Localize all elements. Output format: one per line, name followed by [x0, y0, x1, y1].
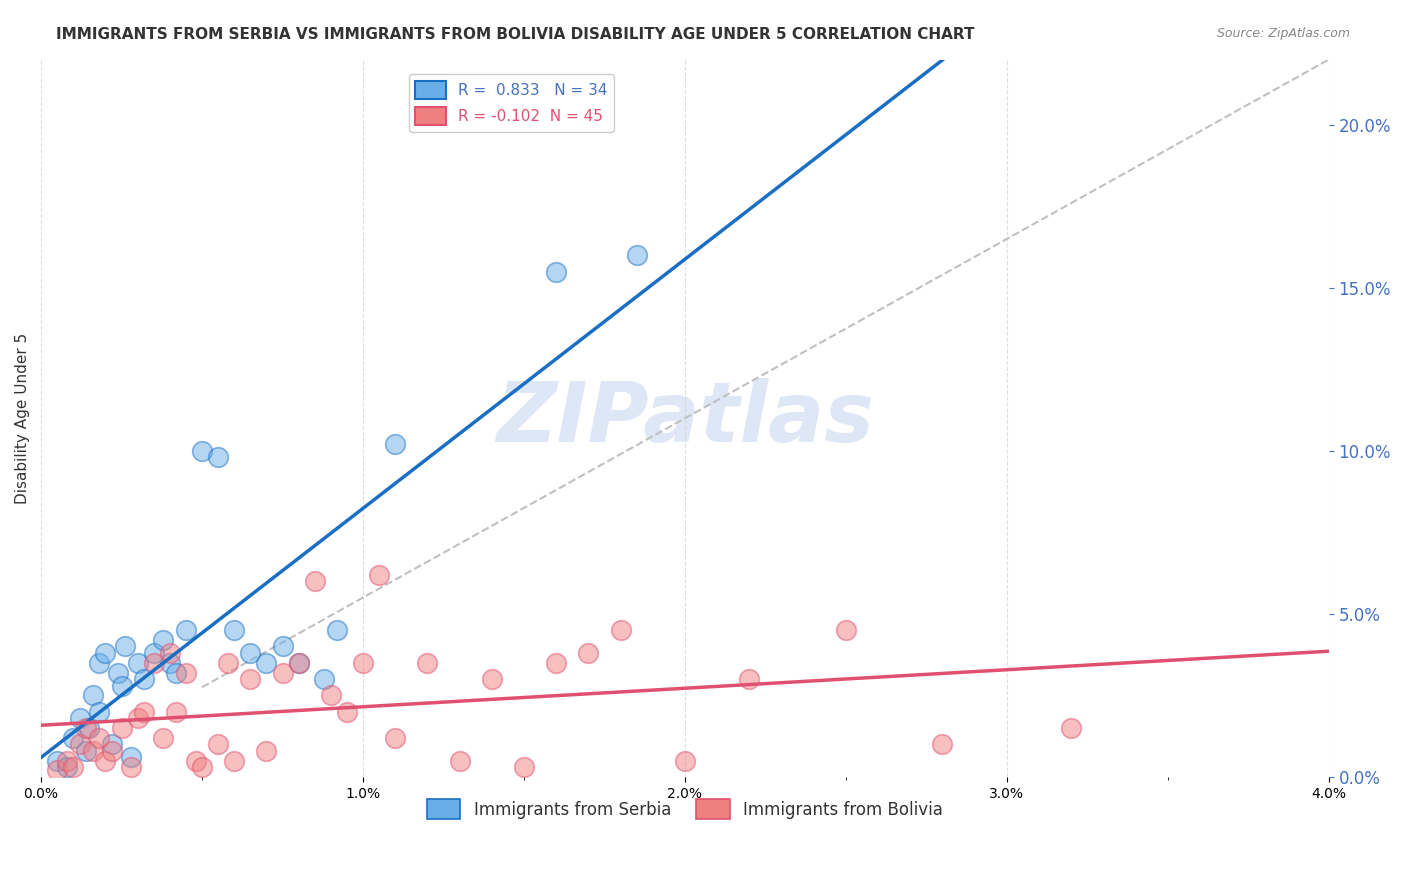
Point [75, 744, 97, 758]
Point [481, 672, 503, 686]
Point [368, 567, 391, 582]
Point [134, 672, 156, 686]
Point [114, 640, 136, 654]
Point [87, 731, 110, 745]
Y-axis label: Disability Age Under 5: Disability Age Under 5 [15, 333, 30, 504]
Point [165, 665, 187, 680]
Point [384, 437, 406, 451]
Point [152, 632, 174, 647]
Point [207, 450, 229, 465]
Point [174, 665, 197, 680]
Point [287, 656, 309, 670]
Point [256, 744, 278, 758]
Point [184, 754, 207, 768]
Point [62, 731, 84, 745]
Point [107, 665, 129, 680]
Point [352, 656, 374, 670]
Point [87, 656, 110, 670]
Point [609, 623, 631, 637]
Point [207, 737, 229, 751]
Point [69, 737, 91, 751]
Point [304, 574, 326, 589]
Point [191, 760, 214, 774]
Point [546, 656, 568, 670]
Point [82, 744, 104, 758]
Point [931, 737, 953, 751]
Point [110, 679, 132, 693]
Point [152, 731, 174, 745]
Point [191, 443, 214, 458]
Legend: Immigrants from Serbia, Immigrants from Bolivia: Immigrants from Serbia, Immigrants from … [420, 792, 949, 826]
Point [75, 721, 97, 735]
Point [384, 731, 406, 745]
Point [1060, 721, 1083, 735]
Point [449, 754, 471, 768]
Text: Source: ZipAtlas.com: Source: ZipAtlas.com [1216, 27, 1350, 40]
Point [120, 750, 142, 764]
Point [142, 646, 165, 660]
Point [416, 656, 439, 670]
Point [46, 754, 69, 768]
Point [120, 760, 142, 774]
Point [271, 665, 294, 680]
Point [127, 656, 149, 670]
Point [217, 656, 239, 670]
Point [159, 656, 181, 670]
Point [287, 656, 309, 670]
Point [224, 754, 246, 768]
Point [62, 760, 84, 774]
Point [239, 672, 262, 686]
Point [159, 646, 181, 660]
Point [94, 646, 117, 660]
Point [546, 264, 568, 278]
Point [101, 737, 124, 751]
Point [673, 754, 696, 768]
Text: ZIPatlas: ZIPatlas [496, 377, 875, 458]
Point [134, 705, 156, 719]
Point [239, 646, 262, 660]
Point [101, 744, 124, 758]
Point [314, 672, 336, 686]
Point [56, 754, 79, 768]
Point [513, 760, 536, 774]
Point [127, 711, 149, 725]
Point [94, 754, 117, 768]
Point [79, 721, 101, 735]
Point [174, 623, 197, 637]
Point [87, 705, 110, 719]
Point [165, 705, 187, 719]
Point [82, 689, 104, 703]
Point [142, 656, 165, 670]
Point [576, 646, 599, 660]
Point [46, 764, 69, 778]
Point [738, 672, 761, 686]
Point [626, 248, 648, 262]
Point [110, 721, 132, 735]
Point [56, 760, 79, 774]
Point [326, 623, 349, 637]
Point [224, 623, 246, 637]
Point [336, 705, 359, 719]
Point [835, 623, 858, 637]
Point [69, 711, 91, 725]
Point [319, 689, 342, 703]
Point [256, 656, 278, 670]
Text: IMMIGRANTS FROM SERBIA VS IMMIGRANTS FROM BOLIVIA DISABILITY AGE UNDER 5 CORRELA: IMMIGRANTS FROM SERBIA VS IMMIGRANTS FRO… [56, 27, 974, 42]
Point [271, 640, 294, 654]
